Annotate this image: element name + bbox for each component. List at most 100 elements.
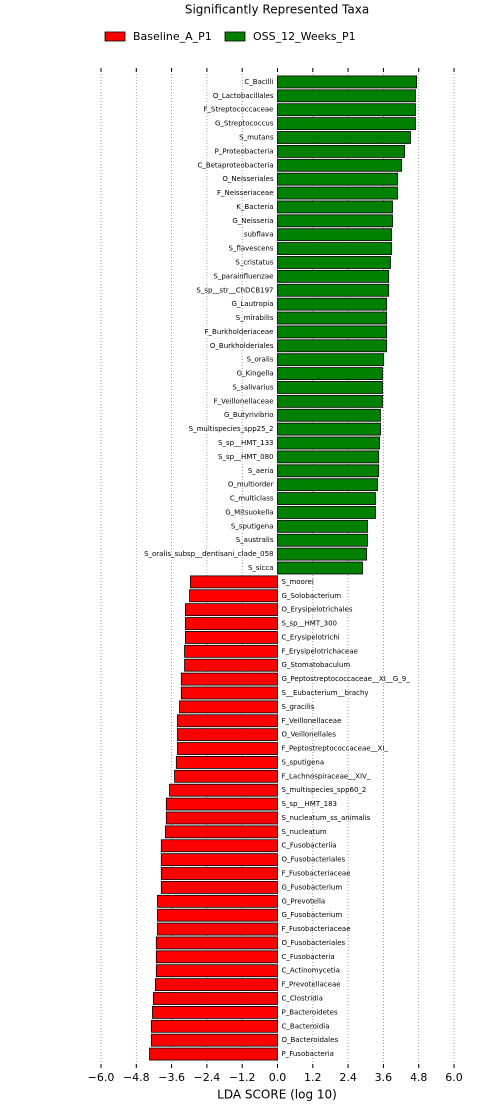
x-tick-label: 2.4 xyxy=(339,1071,357,1084)
category-label: F_Fusobacteriaceae xyxy=(282,870,351,878)
bar xyxy=(277,131,411,144)
x-tick-label: 0.0 xyxy=(269,1071,287,1084)
legend-swatch xyxy=(104,31,126,42)
bar xyxy=(277,381,383,394)
bar xyxy=(277,422,381,436)
bar xyxy=(277,186,398,200)
x-tick-label: −2.4 xyxy=(194,1071,221,1084)
category-label: S_multispecies_spp60_2 xyxy=(282,786,367,794)
bar xyxy=(277,492,376,505)
bar xyxy=(155,936,278,950)
category-label: C_Betaproteobacteria xyxy=(197,161,273,169)
bar xyxy=(277,367,383,380)
category-label: S_oralis xyxy=(247,356,274,364)
category-label: O_Burkholderiales xyxy=(210,342,274,350)
category-label: S_nucleatum xyxy=(282,828,327,836)
category-label: S_moorei xyxy=(282,578,314,586)
category-label: S_sicca xyxy=(248,564,274,572)
bar xyxy=(277,450,380,464)
category-label: S_multispecies_spp25_2 xyxy=(189,425,274,433)
bar xyxy=(150,1019,278,1033)
category-label: S_parainfluenzae xyxy=(213,272,273,280)
category-label: G_Fusobacterium xyxy=(282,911,343,919)
bar xyxy=(277,89,416,103)
bar xyxy=(185,631,278,644)
bar xyxy=(277,242,393,255)
legend-label: OSS_12_Weeks_P1 xyxy=(253,30,356,43)
bar xyxy=(277,200,393,214)
bar xyxy=(277,533,368,547)
bar xyxy=(177,742,278,755)
bar xyxy=(180,686,278,700)
category-label: O_multiorder xyxy=(228,481,274,489)
bar xyxy=(277,214,393,228)
bar xyxy=(165,825,278,839)
bar xyxy=(157,908,278,922)
category-label: S_sp__str__ChDCB197 xyxy=(196,286,273,294)
x-axis-label: LDA SCORE (log 10) xyxy=(217,1088,337,1102)
category-label: C_Fusobacteriia xyxy=(282,842,337,850)
bar xyxy=(155,950,278,964)
category-label: F_Veillonellaceae xyxy=(282,717,342,725)
category-label: G_Solobacterium xyxy=(282,592,342,600)
bar xyxy=(157,922,278,936)
legend-label: Baseline_A_P1 xyxy=(133,30,212,43)
bar xyxy=(277,256,391,269)
bar xyxy=(155,978,278,992)
category-label: F_Lachnospiraceae__XIV_ xyxy=(282,772,371,780)
category-label: S_australis xyxy=(236,536,274,544)
bar xyxy=(277,506,376,519)
bar xyxy=(277,283,390,297)
x-tick-label: 4.8 xyxy=(410,1071,428,1084)
bar xyxy=(277,269,390,283)
category-label: S_oralis_subsp__dentisani_clade_058 xyxy=(144,550,273,558)
bar xyxy=(277,339,388,353)
x-tick-label: −1.2 xyxy=(229,1071,256,1084)
bar xyxy=(165,797,278,811)
category-label: S_mirabilis xyxy=(236,314,274,322)
bar xyxy=(185,603,278,617)
category-label: O_Neisseriales xyxy=(222,175,273,183)
category-label: S_gracilis xyxy=(282,703,315,711)
category-label: S_sp__HMT_133 xyxy=(218,439,273,447)
bar xyxy=(277,561,363,575)
category-label: G_Mitsuokella xyxy=(225,508,273,516)
x-tick-label: −3.6 xyxy=(158,1071,185,1084)
bar xyxy=(160,881,278,894)
bar xyxy=(277,547,368,561)
category-label: G_Neisseria xyxy=(232,217,273,225)
category-label: F_Peptostreptococcaceae__XI_ xyxy=(282,745,389,753)
category-label: G_Streptococcus xyxy=(215,120,274,128)
bar xyxy=(277,172,398,186)
category-label: O_Lactobacillales xyxy=(213,92,274,100)
category-label: F_Veillonellaceae xyxy=(214,397,274,405)
bar xyxy=(185,617,278,630)
category-label: S_flavescens xyxy=(229,245,274,253)
x-tick-label: −6.0 xyxy=(88,1071,115,1084)
category-label: F_Neisseriaceae xyxy=(217,189,273,197)
x-tick-label: 3.6 xyxy=(375,1071,393,1084)
category-label: F_Prevotellaceae xyxy=(282,981,341,989)
bar xyxy=(184,644,278,658)
category-label: F_Burkholderiaceae xyxy=(205,328,274,336)
category-label: F_Streptococcaceae xyxy=(203,106,273,114)
category-label: S_mutans xyxy=(239,133,274,141)
category-label: O_Erysipelotrichales xyxy=(282,606,353,614)
bar xyxy=(180,672,278,686)
category-label: S_sp__HMT_183 xyxy=(282,800,337,808)
bar xyxy=(277,325,388,339)
x-tick-label: −4.8 xyxy=(123,1071,150,1084)
bar xyxy=(174,769,278,783)
category-label: O_Bacteroidales xyxy=(282,1036,339,1044)
bar xyxy=(152,992,278,1005)
category-label: G_Lautropia xyxy=(232,300,274,308)
category-label: S_sputigena xyxy=(282,758,325,766)
category-label: S_nucleatum_ss_animalis xyxy=(282,814,371,822)
bar xyxy=(277,436,380,450)
bar xyxy=(184,658,278,672)
category-label: G_Butyrivibrio xyxy=(224,411,274,419)
bar xyxy=(157,894,278,908)
bar xyxy=(149,1047,278,1061)
bar xyxy=(277,519,368,533)
